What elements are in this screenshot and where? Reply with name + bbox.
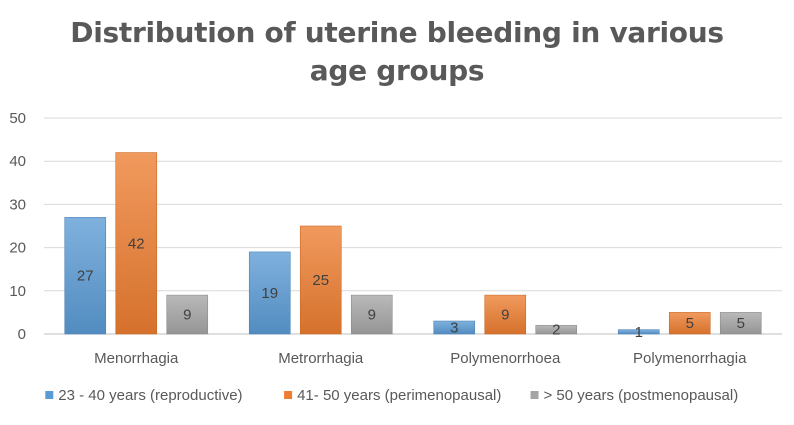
data-label: 5 (737, 315, 745, 332)
legend-label: > 50 years (postmenopausal) (544, 387, 739, 404)
chart-title: Distribution of uterine bleeding in vari… (70, 16, 724, 87)
bar (668, 312, 711, 335)
legend-swatch (284, 391, 293, 399)
bar (115, 152, 158, 335)
bar (433, 320, 476, 335)
bar (166, 294, 209, 335)
legend-label: 23 - 40 years (reproductive) (58, 387, 242, 404)
bar (484, 294, 527, 335)
y-tick-label: 20 (9, 240, 26, 257)
y-tick-label: 30 (9, 196, 26, 213)
bar (350, 294, 393, 335)
data-label: 3 (450, 320, 458, 337)
x-tick-label: Polymenorrhoea (450, 350, 561, 367)
data-label: 9 (183, 307, 191, 324)
data-label: 9 (368, 307, 376, 324)
y-tick-label: 40 (9, 153, 26, 170)
bar (299, 225, 342, 335)
data-label: 27 (77, 268, 94, 285)
data-label: 5 (686, 315, 694, 332)
data-label: 9 (501, 307, 509, 324)
y-tick-label: 50 (9, 110, 26, 127)
legend-swatch (530, 391, 539, 399)
x-tick-label: Polymenorrhagia (633, 350, 747, 367)
y-tick-label: 10 (9, 283, 26, 300)
data-label: 25 (312, 272, 329, 289)
bar (617, 329, 660, 335)
data-label: 19 (261, 285, 278, 302)
bar (64, 217, 107, 335)
legend-label: 41- 50 years (perimenopausal) (297, 387, 501, 404)
x-tick-label: Menorrhagia (94, 350, 179, 367)
bar (535, 325, 578, 335)
data-label: 2 (552, 322, 560, 339)
legend-swatch (45, 391, 54, 399)
x-tick-label: Metrorrhagia (278, 350, 364, 367)
y-tick-label: 0 (18, 326, 26, 343)
bar (248, 251, 291, 335)
data-label: 1 (635, 324, 643, 341)
data-label: 42 (128, 235, 145, 252)
bar (719, 312, 762, 335)
